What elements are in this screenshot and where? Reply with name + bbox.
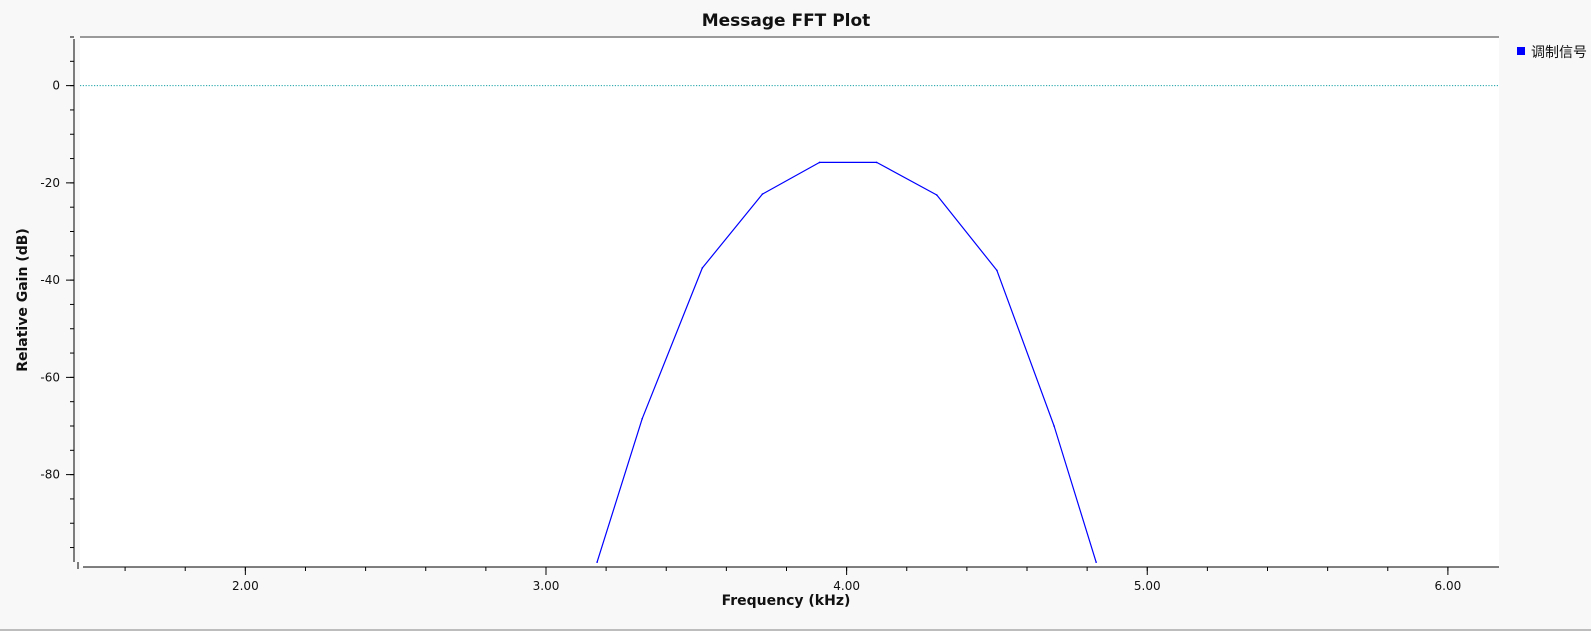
series-group: [596, 161, 1097, 563]
data-point: [596, 561, 598, 563]
legend-label: 调制信号: [1531, 45, 1587, 61]
y-tick-label: -40: [40, 273, 60, 287]
data-point: [701, 267, 704, 269]
data-point: [641, 417, 643, 420]
y-axis-label: Relative Gain (dB): [15, 228, 31, 372]
x-tick-label: 3.00: [533, 579, 560, 593]
x-tick-label: 4.00: [833, 579, 860, 593]
y-tick-label: -80: [40, 468, 60, 482]
plot-area: [80, 37, 1499, 567]
data-point: [818, 161, 821, 164]
window-bottom-border: [0, 629, 1591, 631]
y-axis: 0 -20 -40 -60 -80: [40, 36, 74, 549]
data-point: [761, 193, 764, 195]
data-point: [936, 194, 938, 196]
x-tick-label: 2.00: [232, 579, 259, 593]
y-tick-label: -20: [40, 176, 60, 190]
x-tick-label: 5.00: [1134, 579, 1161, 593]
chart-title: Message FFT Plot: [702, 11, 871, 31]
data-point: [1095, 561, 1097, 563]
y-tick-label: 0: [52, 79, 60, 93]
data-point: [875, 161, 878, 164]
legend[interactable]: 调制信号: [1517, 45, 1587, 61]
x-tick-label: 6.00: [1435, 579, 1462, 593]
x-axis: 2.00 3.00 4.00 5.00 6.00: [124, 567, 1462, 593]
data-point: [996, 269, 998, 272]
series-line: [596, 161, 1097, 563]
y-tick-label: -60: [40, 370, 60, 384]
legend-swatch: [1517, 47, 1525, 55]
data-point: [1053, 425, 1055, 427]
x-axis-label: Frequency (kHz): [722, 593, 851, 609]
plot-frame: [73, 36, 1499, 569]
